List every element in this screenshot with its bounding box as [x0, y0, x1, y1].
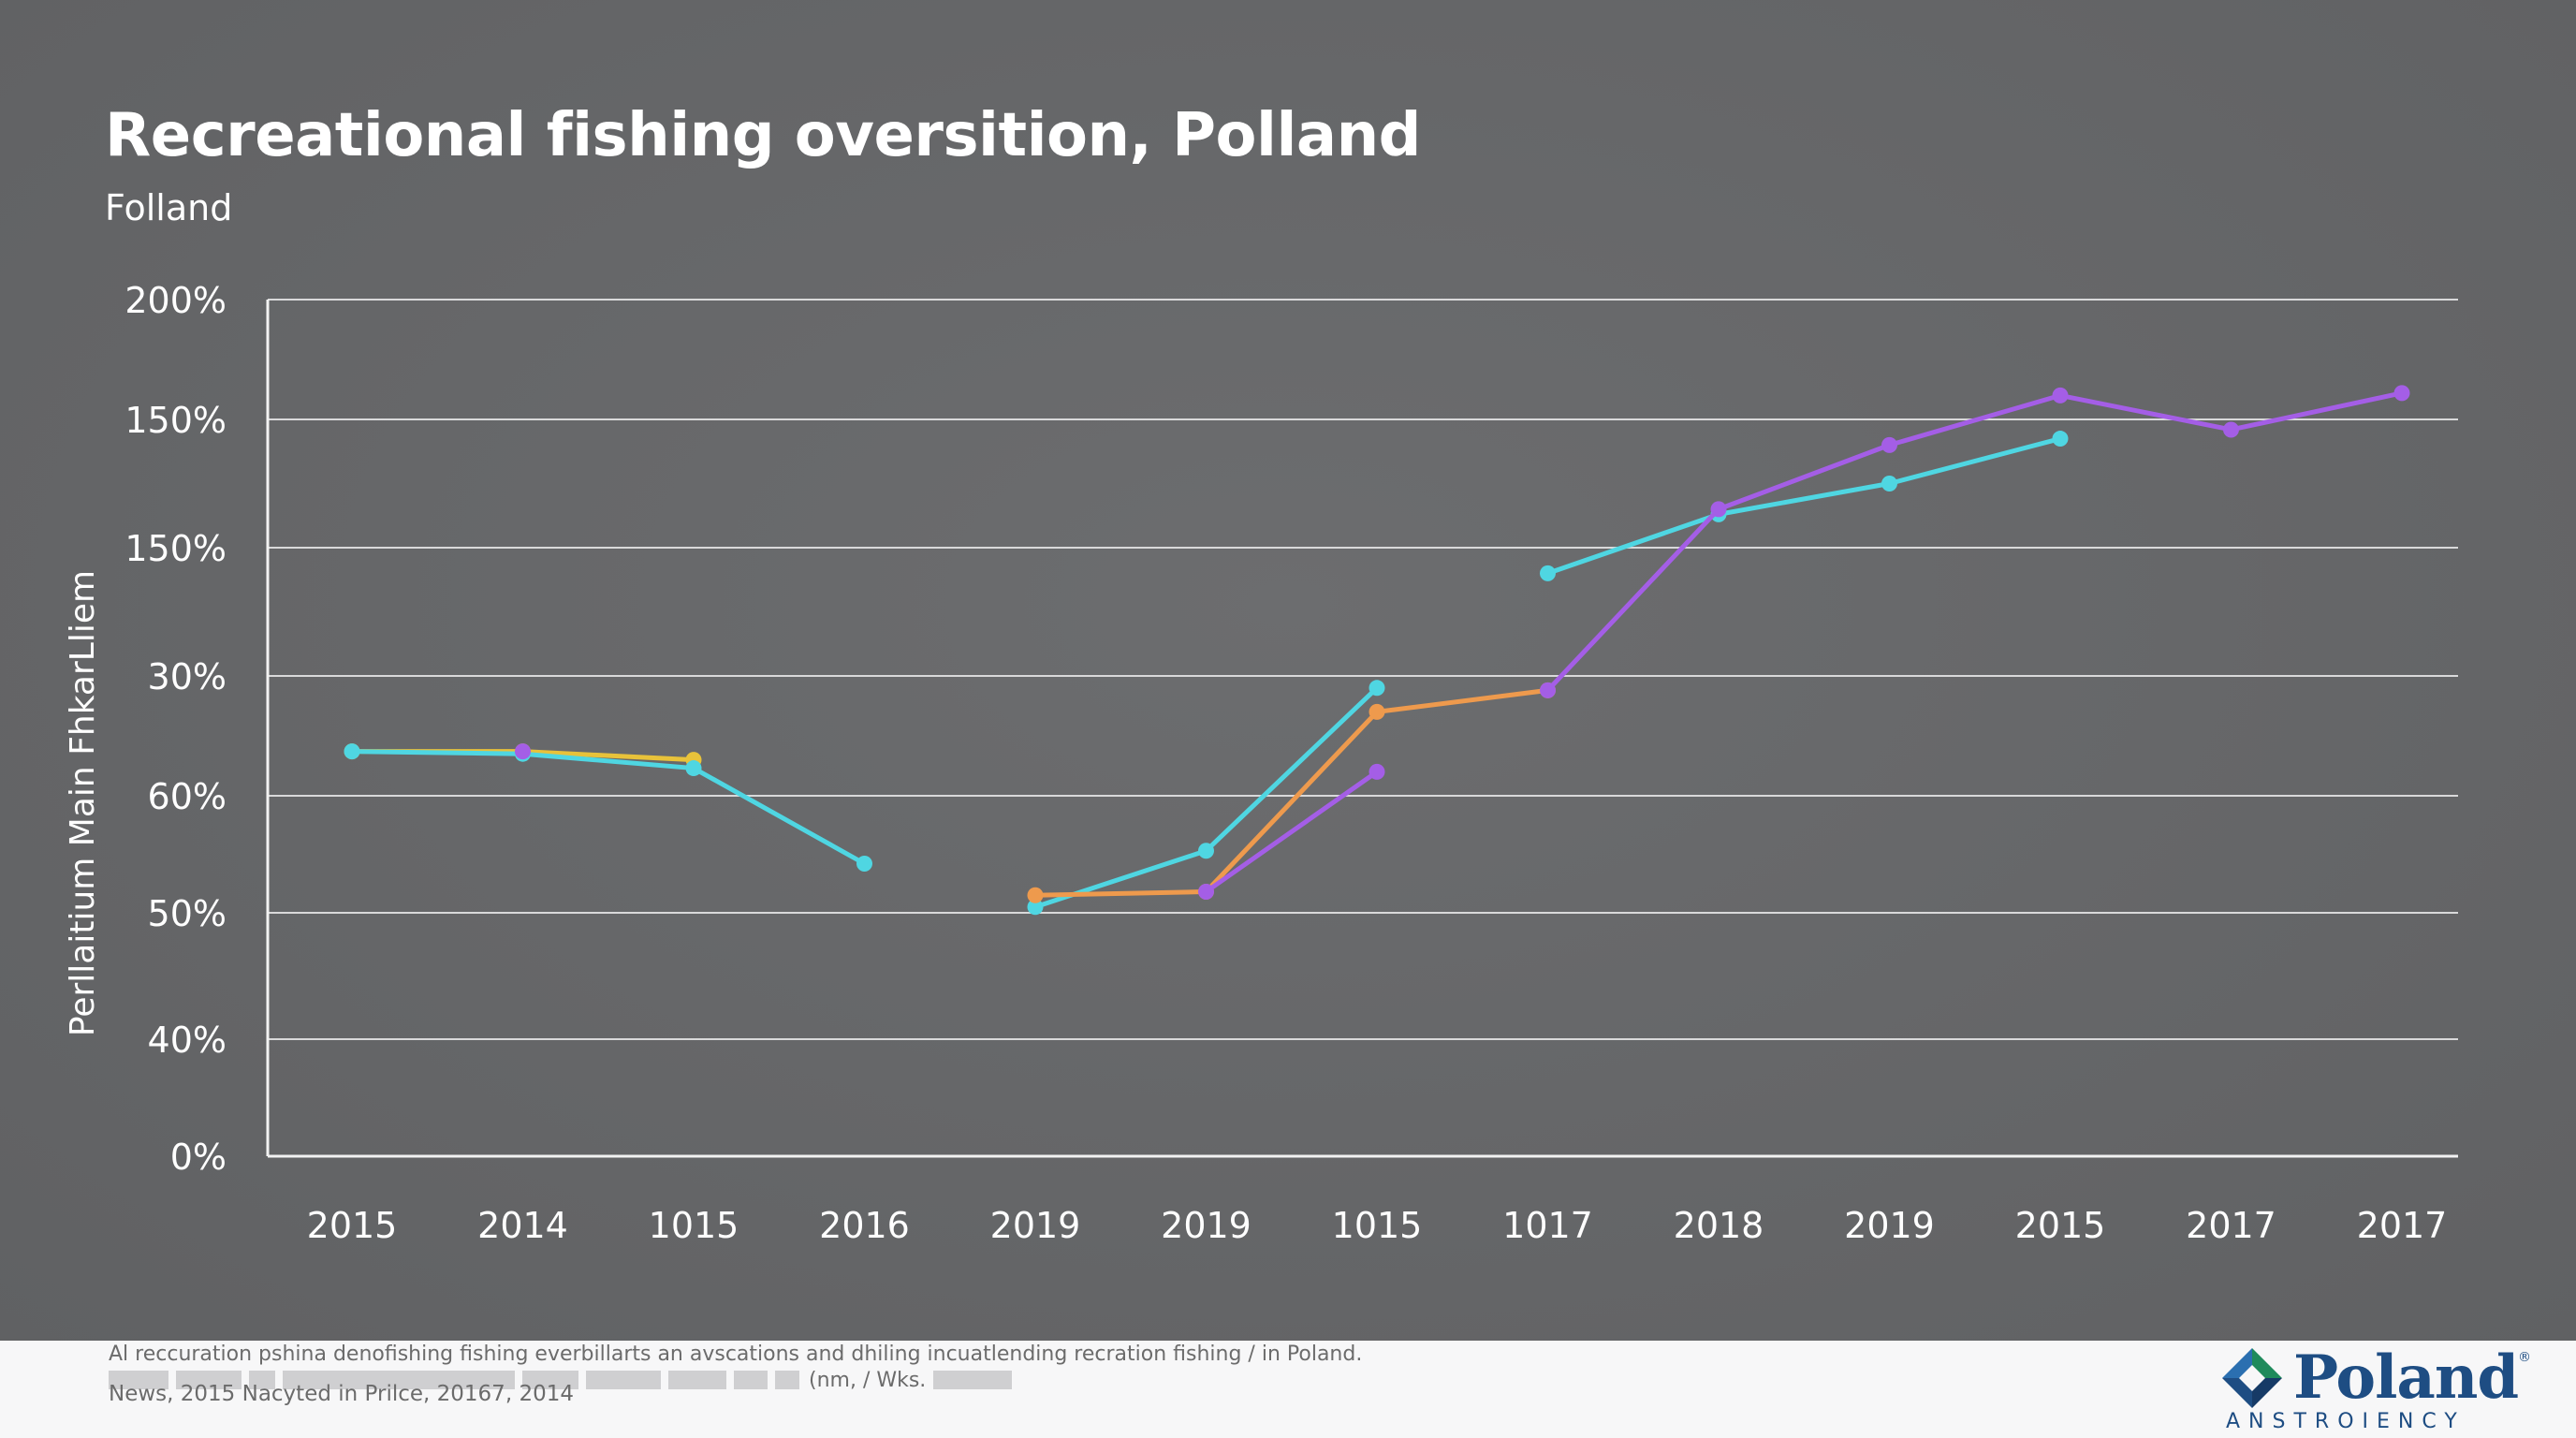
footer-redacted-row: (nm, / Wks. — [109, 1368, 1013, 1392]
redacted-block — [283, 1371, 515, 1389]
series-cyan — [344, 431, 2069, 916]
series-purple — [515, 385, 2410, 900]
data-point — [515, 743, 531, 760]
data-point — [1710, 501, 1727, 518]
data-point — [2052, 387, 2069, 404]
x-tick-label: 2017 — [2357, 1205, 2448, 1246]
x-tick-label: 2014 — [477, 1205, 568, 1246]
footer-note: Al reccuration pshina denofishing fishin… — [109, 1343, 1363, 1366]
redacted-block — [586, 1371, 661, 1389]
poland-logo: Poland ® ANSTROIENCY — [2218, 1341, 2531, 1438]
series-line — [1034, 685, 1379, 910]
data-point — [856, 856, 872, 872]
data-point — [2052, 431, 2069, 448]
footer-units: (nm, / Wks. — [809, 1368, 927, 1392]
redacted-block — [775, 1371, 799, 1389]
data-point — [685, 760, 702, 777]
logo-tagline: ANSTROIENCY — [2226, 1410, 2466, 1433]
x-tick-label: 2016 — [819, 1205, 910, 1246]
redacted-block — [109, 1371, 168, 1389]
x-tick-label: 2019 — [1844, 1205, 1935, 1246]
chart-subtitle: Folland — [105, 187, 233, 228]
y-tick-label: 50% — [148, 893, 227, 934]
data-point — [1368, 680, 1385, 697]
y-tick-label: 150% — [124, 528, 227, 569]
series-line — [1034, 687, 1548, 898]
series-line — [1546, 436, 2061, 576]
redacted-block — [734, 1371, 768, 1389]
redacted-block — [249, 1371, 275, 1389]
redacted-block — [176, 1371, 242, 1389]
data-point — [1198, 843, 1214, 859]
x-tick-label: 1015 — [649, 1205, 739, 1246]
data-point — [1368, 703, 1385, 720]
y-tick-label: 200% — [124, 280, 227, 321]
data-point — [2393, 385, 2410, 402]
chart-panel — [0, 0, 2576, 1341]
data-point — [1881, 476, 1897, 492]
logo-diamond-icon — [2222, 1348, 2282, 1408]
y-tick-label: 60% — [148, 776, 227, 817]
data-point — [1881, 436, 1897, 453]
x-tick-label: 2018 — [1674, 1205, 1764, 1246]
series-line — [351, 749, 866, 866]
x-tick-label: 1017 — [1502, 1205, 1593, 1246]
data-point — [1540, 682, 1556, 698]
x-tick-label: 1015 — [1332, 1205, 1423, 1246]
y-tick-label: 0% — [170, 1137, 227, 1178]
data-point — [1540, 565, 1556, 581]
series-orange — [1027, 682, 1556, 903]
y-tick-label: 40% — [148, 1020, 227, 1061]
data-point — [344, 743, 360, 760]
logo-wordmark: Poland — [2293, 1343, 2519, 1413]
series-line — [1545, 390, 2403, 693]
x-tick-label: 2019 — [990, 1205, 1081, 1246]
footer-source: News, 2015 Nacyted in Prilce, 20167, 201… — [109, 1382, 574, 1406]
x-tick-label: 2019 — [1161, 1205, 1251, 1246]
data-point — [1198, 884, 1214, 900]
x-tick-label: 2015 — [307, 1205, 398, 1246]
redacted-block — [522, 1371, 578, 1389]
x-tick-label: 2015 — [2015, 1205, 2106, 1246]
x-tick-label: 2017 — [2186, 1205, 2276, 1246]
data-point — [2223, 421, 2239, 438]
logo-registered-mark: ® — [2518, 1350, 2531, 1365]
data-point — [1368, 763, 1385, 780]
data-point — [1027, 899, 1044, 916]
series-line — [1205, 770, 1379, 894]
y-tick-label: 30% — [148, 656, 227, 697]
footer: Al reccuration pshina denofishing fishin… — [0, 1341, 2576, 1438]
line-chart: 0% 40% 50% 60% 30% 150% 150% 200% 2015 2014 1015 20… — [64, 280, 2458, 1246]
y-tick-label: 150% — [124, 400, 227, 441]
data-point — [1027, 887, 1044, 903]
chart-title: Recreational fishing oversition, Polland — [105, 101, 1421, 170]
redacted-block — [668, 1371, 726, 1389]
redacted-block — [933, 1371, 1013, 1389]
y-axis-label: Perllaitium Main FhkarLliem — [64, 570, 102, 1036]
